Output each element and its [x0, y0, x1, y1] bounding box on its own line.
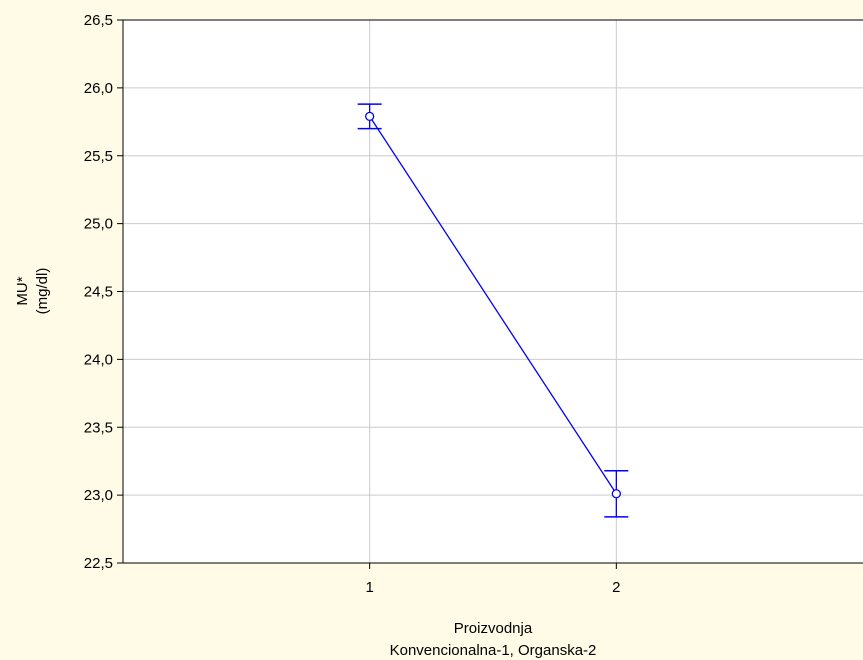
- y-tick-label: 26,5: [84, 12, 113, 29]
- y-tick-label: 24,0: [84, 351, 113, 368]
- data-point: [365, 111, 375, 122]
- y-tick-label: 25,5: [84, 148, 113, 165]
- x-tick-label: 2: [612, 579, 620, 596]
- y-ticks: 22,5 23,0 23,5 24,0 24,5 25,0 25,5 26,0 26,5: [84, 12, 123, 572]
- y-tick-label: 23,5: [84, 419, 113, 436]
- y-tick-label: 26,0: [84, 80, 113, 97]
- y-tick-label: 25,0: [84, 216, 113, 233]
- y-tick-label: 23,0: [84, 487, 113, 504]
- x-axis-title-line2: Konvencionalna-1, Organska-2: [390, 642, 597, 659]
- y-tick-label: 22,5: [84, 555, 113, 572]
- x-tick-label: 1: [365, 579, 373, 596]
- y-axis-title-line2: (mg/dl): [34, 268, 51, 315]
- x-axis-title-line1: Proizvodnja: [454, 620, 533, 637]
- series-line: [369, 116, 617, 495]
- y-tick-label: 24,5: [84, 284, 113, 301]
- series: [357, 103, 629, 518]
- data-point: [611, 489, 621, 499]
- y-axis-title-line1: MU*: [14, 276, 31, 305]
